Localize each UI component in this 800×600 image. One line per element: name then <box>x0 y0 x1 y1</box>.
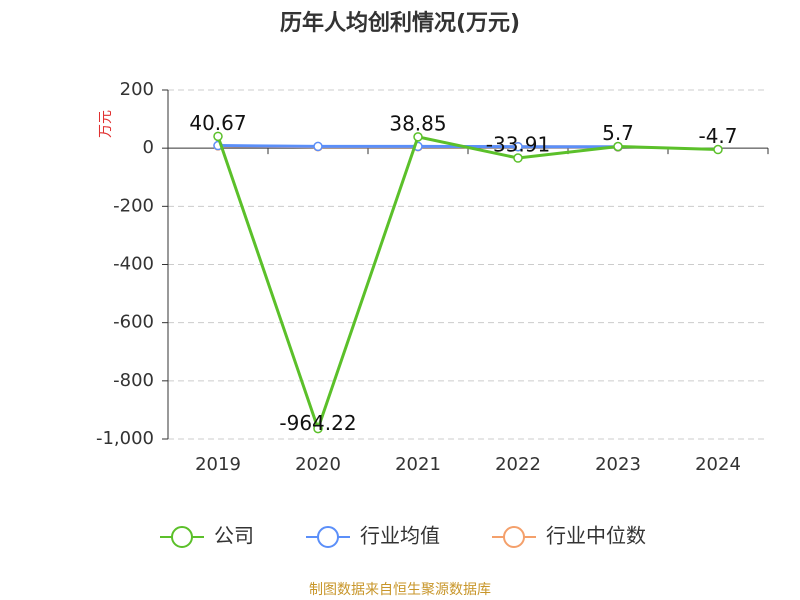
data-point <box>513 153 523 163</box>
y-tick-label: -200 <box>113 195 154 216</box>
x-tick-label: 2024 <box>695 454 741 475</box>
legend-label: 公司 <box>214 524 254 548</box>
data-label: -33.91 <box>486 133 550 157</box>
legend-label: 行业中位数 <box>546 524 646 548</box>
data-label: 5.7 <box>602 121 634 145</box>
y-axis-label: 万元 <box>98 110 114 138</box>
data-label: -964.22 <box>279 411 356 435</box>
data-point <box>213 131 223 142</box>
y-tick-label: -400 <box>113 254 154 275</box>
data-label: 40.67 <box>189 111 246 135</box>
data-point <box>713 144 723 155</box>
x-tick-label: 2019 <box>195 454 241 475</box>
legend-label: 行业均值 <box>360 524 440 548</box>
y-tick-label: -800 <box>113 370 154 391</box>
y-tick-label: -600 <box>113 312 154 333</box>
data-point <box>313 141 323 152</box>
source-note: 制图数据来自恒生聚源数据库 <box>309 582 491 598</box>
y-tick-label: 0 <box>143 137 154 158</box>
data-point <box>313 423 323 434</box>
chart-title: 历年人均创利情况(万元) <box>280 10 520 36</box>
legend-marker <box>171 526 193 548</box>
data-point <box>613 141 623 152</box>
x-tick-label: 2021 <box>395 454 441 475</box>
y-tick-label: 200 <box>120 79 154 100</box>
legend-marker <box>317 526 339 548</box>
legend-marker <box>503 526 525 548</box>
x-tick-label: 2023 <box>595 454 641 475</box>
data-point <box>413 132 423 142</box>
x-tick-label: 2022 <box>495 454 541 475</box>
data-label: 38.85 <box>389 111 446 135</box>
x-tick-label: 2020 <box>295 454 341 475</box>
y-tick-label: -1,000 <box>96 428 154 449</box>
data-label: -4.7 <box>698 124 737 148</box>
data-point <box>513 141 523 152</box>
series-line <box>216 135 719 434</box>
